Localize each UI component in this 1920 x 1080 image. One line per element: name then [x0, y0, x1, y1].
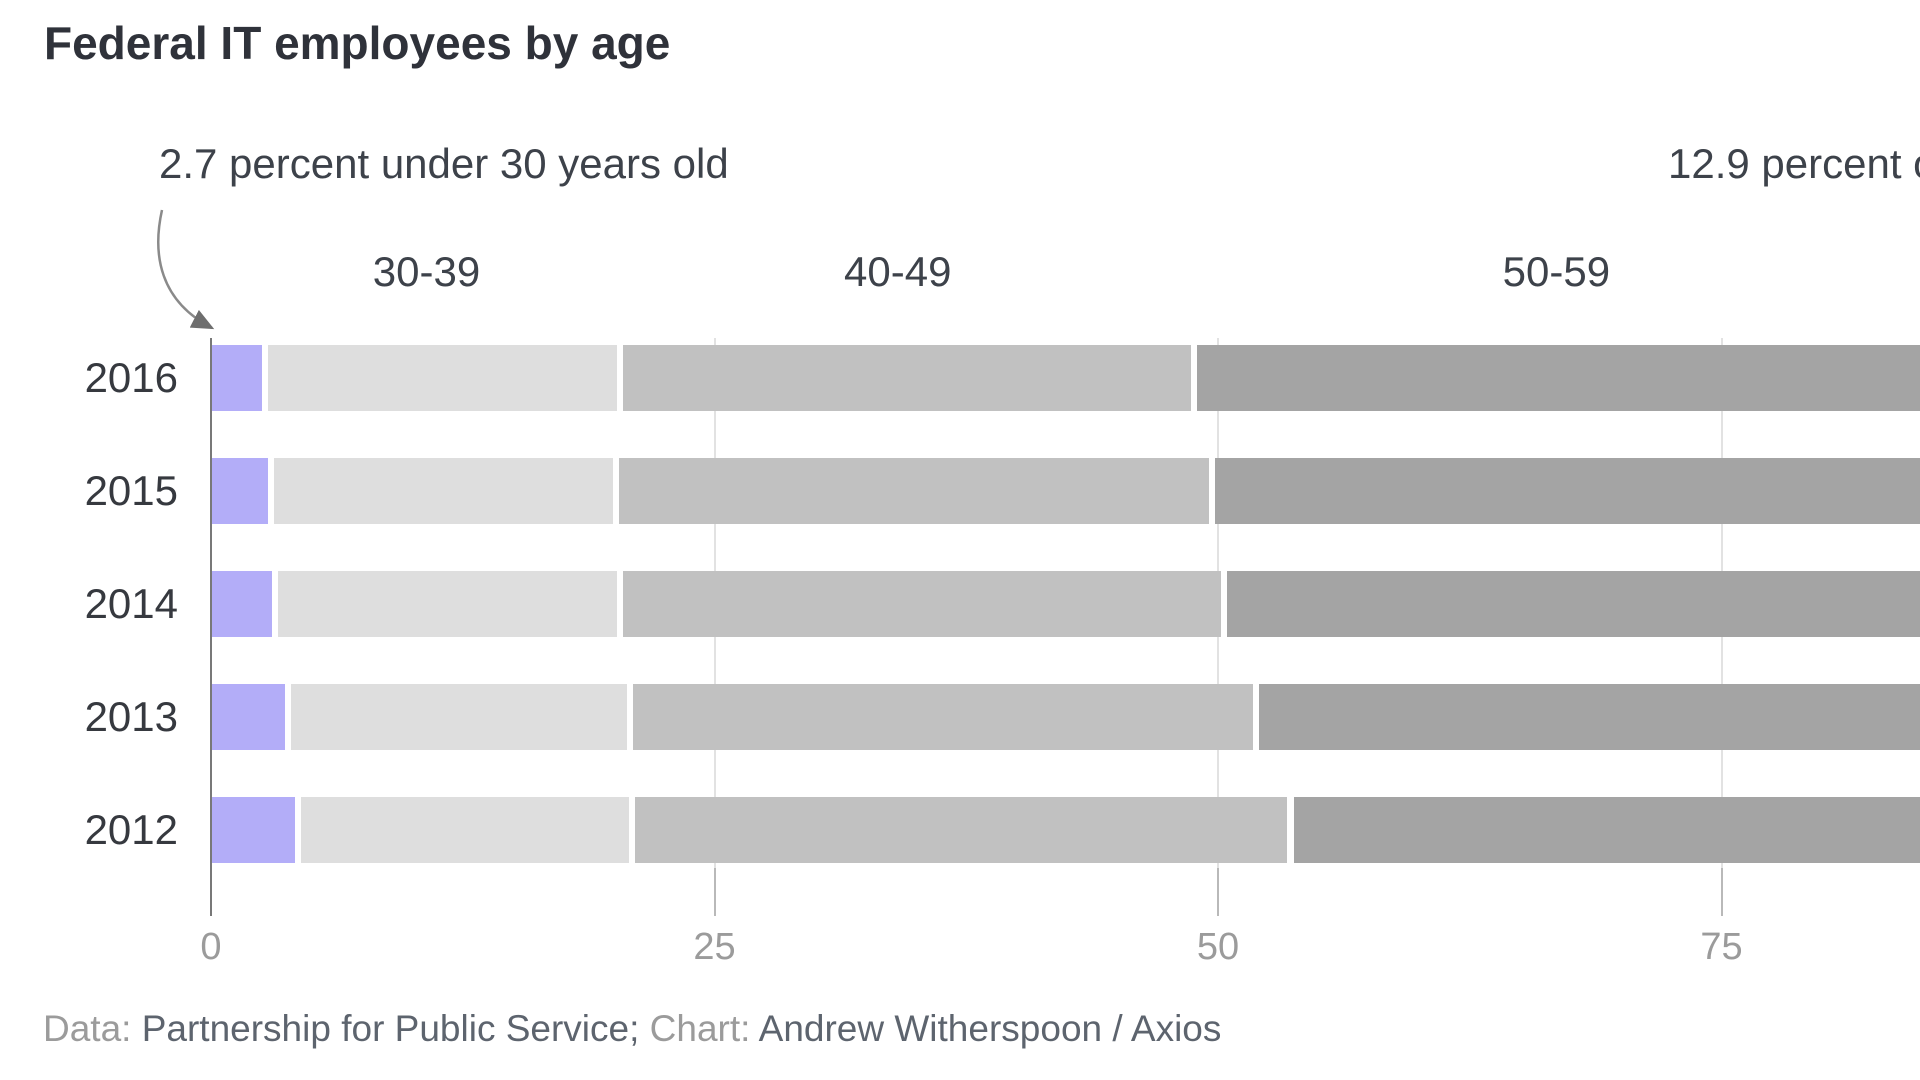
annotation-arrow-icon	[157, 209, 215, 330]
credit-value: Andrew Witherspoon / Axios	[758, 1008, 1222, 1049]
bar-segment-2016-40-49	[622, 345, 1191, 411]
bar-row-2012	[0, 797, 1920, 864]
tick-mark-75	[1720, 868, 1723, 916]
bar-segment-2013-under-30	[212, 684, 285, 751]
bar-segment-2014-30-39	[278, 571, 617, 638]
age-group-label-30-39: 30-39	[372, 248, 481, 295]
bar-segment-2014-under-30	[212, 571, 273, 638]
bar-row-2013	[0, 684, 1920, 751]
age-group-label-50-59: 50-59	[1502, 248, 1611, 295]
bar-segment-2012-40-49	[634, 797, 1288, 864]
bar-segment-2016-50-59	[1196, 345, 1920, 411]
source-credit: Data: Partnership for Public Service; Ch…	[43, 1008, 1221, 1050]
chart-title: Federal IT employees by age	[44, 17, 671, 69]
x-tick-label-50: 50	[1196, 926, 1240, 968]
annotation-under-30: 2.7 percent under 30 years old	[159, 140, 729, 187]
annotation-over-60: 12.9 percent o	[1668, 140, 1920, 187]
bar-segment-2013-30-39	[290, 684, 627, 751]
tick-mark-50	[1217, 868, 1219, 916]
tick-mark-25	[713, 868, 716, 916]
bar-row-2016	[0, 345, 1920, 411]
bar-segment-2012-under-30	[212, 797, 295, 864]
bar-segment-2014-50-59	[1227, 571, 1920, 638]
bar-segment-2015-50-59	[1214, 458, 1920, 525]
bar-segment-2013-40-49	[632, 684, 1254, 751]
bar-segment-2016-under-30	[212, 345, 263, 411]
x-tick-label-0: 0	[200, 926, 222, 968]
bar-segment-2015-40-49	[618, 458, 1209, 525]
year-label-2012: 2012	[84, 806, 178, 854]
year-label-2013: 2013	[84, 693, 178, 741]
bar-segment-2012-50-59	[1293, 797, 1920, 864]
bar-row-2014	[0, 571, 1920, 638]
credit-label: Data:	[43, 1008, 142, 1049]
bar-segment-2013-50-59	[1259, 684, 1920, 751]
bar-row-2015	[0, 458, 1920, 525]
bar-segment-2016-30-39	[268, 345, 617, 411]
year-label-2014: 2014	[84, 580, 178, 628]
bar-segment-2014-40-49	[622, 571, 1222, 638]
y-axis-line	[210, 338, 212, 916]
bar-segment-2015-30-39	[274, 458, 613, 525]
credit-value: Partnership for Public Service;	[141, 1008, 650, 1049]
x-tick-label-25: 25	[693, 926, 736, 968]
bar-segment-2012-30-39	[300, 797, 629, 864]
bar-segment-2015-under-30	[212, 458, 269, 525]
credit-label: Chart:	[649, 1008, 759, 1049]
x-tick-label-75: 75	[1700, 926, 1743, 968]
year-label-2016: 2016	[84, 354, 178, 401]
year-label-2015: 2015	[84, 467, 178, 515]
age-group-label-40-49: 40-49	[844, 248, 952, 295]
